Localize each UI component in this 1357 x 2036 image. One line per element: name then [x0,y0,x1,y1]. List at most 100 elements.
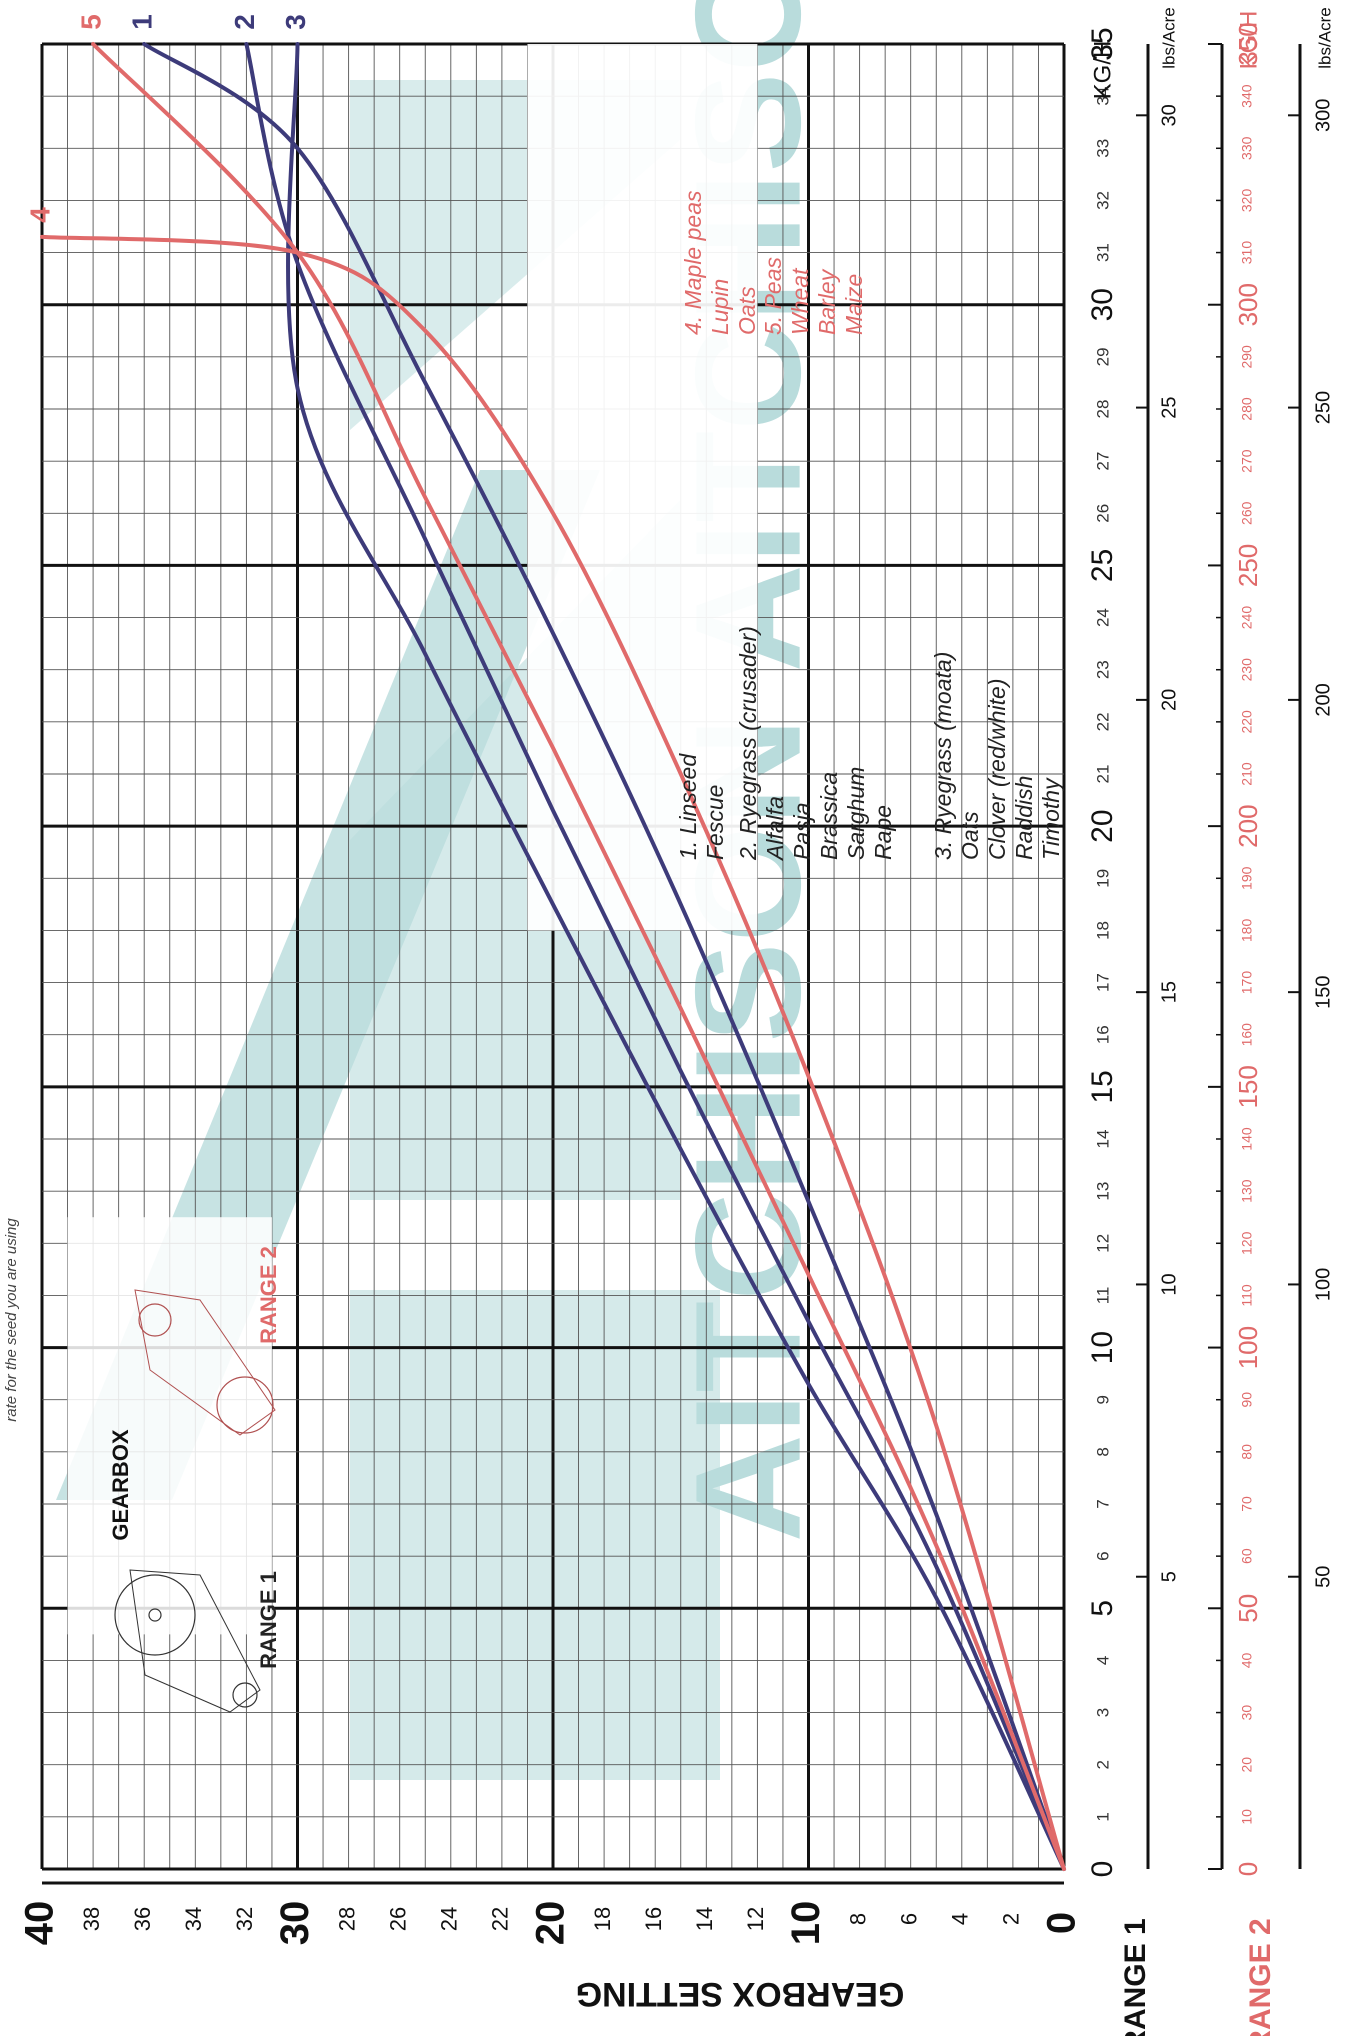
kgh-tick-minor: 4 [1093,1656,1112,1665]
range2-kgh-tick-minor-label: 210 [1239,762,1255,786]
series-label-4: 4 [24,207,55,223]
kgh-tick-minor: 6 [1093,1551,1112,1560]
range2-kgh-tick-minor-label: 70 [1239,1496,1255,1512]
kgh-tick-major: 35 [1086,27,1119,60]
gearbox-tick-minor: 26 [386,1907,411,1931]
gearbox-tick-minor: 22 [488,1907,513,1931]
legend-item: Pasja [789,802,815,860]
inset-range2: RANGE 2 [256,1246,281,1344]
kgh-tick-minor: 31 [1093,243,1112,262]
pulley-small [138,1303,172,1337]
gearbox-tick-minor: 16 [641,1907,666,1931]
kgh-tick-major: 5 [1086,1600,1119,1617]
legend-panel [527,44,758,931]
gearbox-inset: GEARBOX RANGE 1 RANGE 2 rate for the seed y… [3,1217,281,1713]
kgh-tick-minor: 9 [1093,1395,1112,1404]
kgh-tick-minor: 1 [1093,1812,1112,1821]
kgh-tick-minor: 14 [1093,1130,1112,1149]
series-line-4 [40,234,1066,1871]
kgh-tick-minor: 28 [1093,400,1112,419]
gearbox-tick-major: 30 [273,1901,317,1946]
series-label-5: 5 [75,14,106,30]
range2-lbs-tick-label: 150 [1312,975,1334,1008]
series-line-5 [91,42,1066,1871]
kgh-tick-minor: 13 [1093,1182,1112,1201]
kgh-tick-minor: 22 [1093,712,1112,731]
range2-kgh-tick-major-label: 350 [1233,22,1263,65]
watermark-block [350,1290,720,1780]
series-label-1: 1 [127,14,158,30]
legend-item: 4. Maple peas [680,190,706,335]
range2-lbs-tick-label: 100 [1312,1268,1334,1301]
series-line-1 [142,42,1066,1871]
range2-kgh-tick-minor-label: 270 [1239,449,1255,473]
range2-kgh-tick-minor-label: 230 [1239,658,1255,682]
legend-item: Brassica [816,772,842,860]
pulley-hub [148,1608,162,1622]
range2-kgh-tick-minor-label: 120 [1239,1231,1255,1255]
legend-item: Fescue [702,785,728,860]
kgh-tick-major: 10 [1086,1331,1119,1364]
gearbox-tick-major: 40 [18,1901,62,1946]
kgh-tick-minor: 19 [1093,869,1112,888]
range2-kgh-tick-minor-label: 280 [1239,397,1255,421]
range2-kgh-tick-minor-label: 330 [1239,136,1255,160]
kgh-tick-minor: 3 [1093,1708,1112,1717]
range2-kgh-tick-minor-label: 60 [1239,1548,1255,1564]
legend-item: Timothy [1038,777,1064,860]
range2-kgh-tick-minor-label: 130 [1239,1179,1255,1203]
inset-title: GEARBOX [108,1429,133,1541]
gearbox-tick-minor: 4 [948,1913,973,1925]
kgh-tick-minor: 16 [1093,1025,1112,1044]
axis-titles-layer: GEARBOX SETTING RANGE 1 RANGE 2 [576,1918,1277,2036]
legend-item: 5. Peas [760,257,786,335]
range2-kgh-tick-major-label: 250 [1233,544,1263,587]
gearbox-tick-minor: 18 [590,1907,615,1931]
kgh-tick-major: 15 [1086,1070,1119,1103]
range2-kgh-tick-major-label: 300 [1233,283,1263,326]
range2-kgh-tick-minor-label: 40 [1239,1652,1255,1668]
gearbox-tick-minor: 6 [897,1913,922,1925]
legend-item: Raddish [1011,776,1037,860]
kgh-tick-minor: 24 [1093,608,1112,627]
range2-kgh-tick-minor-label: 220 [1239,710,1255,734]
kgh-tick-minor: 29 [1093,347,1112,366]
range1-lbs-tick-label: 10 [1158,1273,1180,1295]
kgh-tick-minor: 33 [1093,139,1112,158]
legend-item: Oats [957,811,983,860]
range2-kgh-tick-minor-label: 160 [1239,1023,1255,1047]
kgh-tick-major: 0 [1086,1861,1119,1878]
range2-kgh-tick-minor-label: 240 [1239,606,1255,630]
gearbox-tick-minor: 36 [130,1907,155,1931]
kgh-tick-minor: 11 [1093,1287,1112,1305]
kgh-axis-label: KG/H [1089,41,1116,100]
series-layer: 1 2 3 4 5 [24,14,1066,1871]
kgh-tick-minor: 7 [1093,1499,1112,1508]
gearbox-tick-minor: 38 [79,1907,104,1931]
range2-kgh-tick-minor-label: 310 [1239,241,1255,265]
kgh-tick-minor: 8 [1093,1447,1112,1456]
legend-layer: 1. Linseed Fescue 2. Ryegrass (crusader) … [675,190,1064,862]
legend-item: Barley [814,268,840,335]
kgh-tick-minor: 32 [1093,191,1112,210]
range2-kgh-unit: KG/H [1235,11,1262,70]
range2-kgh-tick-minor-label: 290 [1239,345,1255,369]
legend-item: 2. Ryegrass (crusader) [735,626,761,861]
header-note: rate for the seed you are using [3,1218,20,1422]
range1-lbs-tick-label: 5 [1158,1571,1180,1582]
range2-kgh-tick-minor-label: 140 [1239,1127,1255,1151]
legend-item: Sarghum [843,767,869,860]
pulley-large [114,1574,196,1656]
range2-kgh-tick-major-label: 150 [1233,1065,1263,1108]
range2-kgh-tick-minor-label: 190 [1239,866,1255,890]
kgh-tick-minor: 2 [1093,1760,1112,1769]
gearbox-tick-minor: 2 [999,1913,1024,1925]
range2-lbs-unit: lbs/Acre [1315,7,1334,68]
legend-item: 3. Ryegrass (moata) [930,652,956,860]
range2-kgh-tick-minor-label: 90 [1239,1392,1255,1408]
kgh-tick-minor: 34 [1093,87,1112,106]
gearbox-tick-major: 0 [1040,1912,1084,1934]
range2-kgh-tick-minor-label: 20 [1239,1757,1255,1773]
range2-lbs-tick-label: 250 [1312,391,1334,424]
legend-item: Lupin [707,279,733,335]
